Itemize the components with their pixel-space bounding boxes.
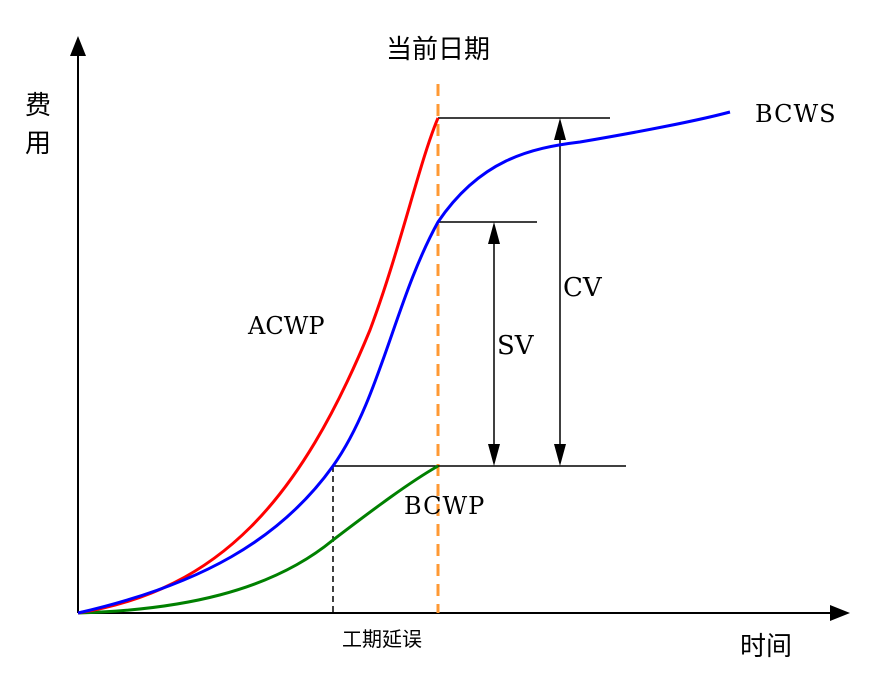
bcwp-curve <box>77 464 439 615</box>
cv-arrowhead-bottom <box>554 444 566 466</box>
y-axis-arrowhead <box>70 36 86 56</box>
acwp-curve <box>77 117 440 615</box>
cv-label: CV <box>563 273 603 303</box>
sv-arrowhead-bottom <box>488 444 500 466</box>
bcws-label: BCWS <box>755 100 837 128</box>
y-axis-label-char2: 用 <box>25 129 51 159</box>
x-axis-label: 时间 <box>740 632 792 662</box>
acwp-label: ACWP <box>247 312 325 340</box>
bcws-curve <box>77 110 731 615</box>
bcwp-label: BCWP <box>404 492 485 520</box>
y-axis-label-char1: 费 <box>25 91 51 121</box>
sv-arrowhead-top <box>488 222 500 244</box>
cv-arrowhead-top <box>554 118 566 140</box>
sv-label: SV <box>497 331 535 361</box>
schedule-delay-label: 工期延误 <box>342 627 422 651</box>
x-axis-arrowhead <box>830 605 850 621</box>
current-date-label: 当前日期 <box>386 35 490 65</box>
